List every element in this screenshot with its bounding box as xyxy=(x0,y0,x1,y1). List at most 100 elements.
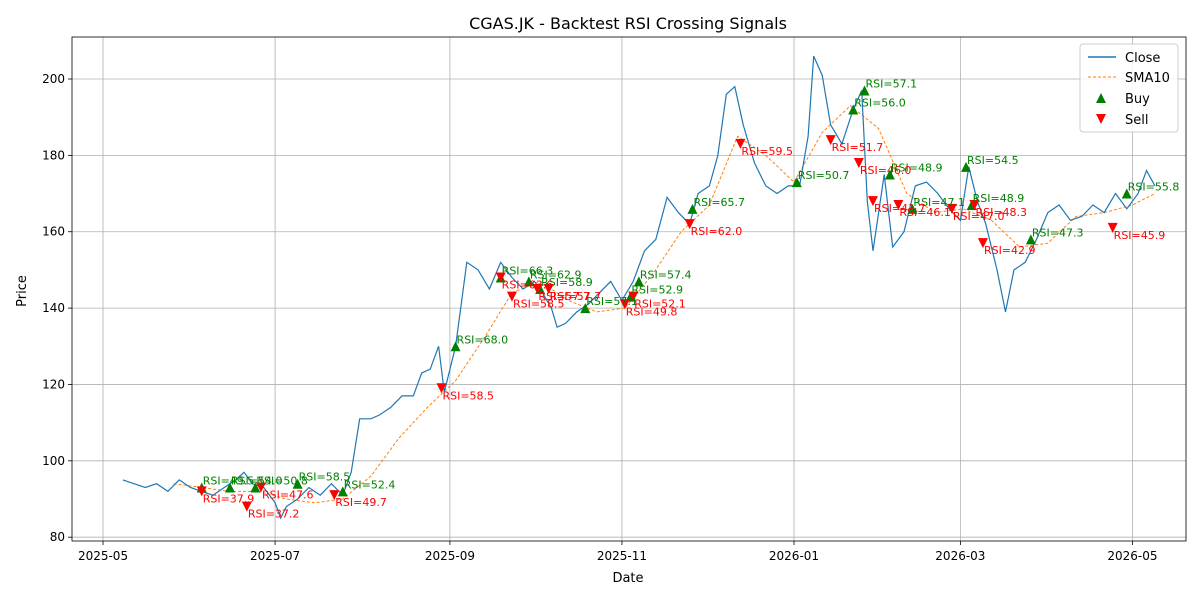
sell-marker xyxy=(506,291,517,302)
sell-signal-label: RSI=37.9 xyxy=(203,492,255,505)
legend-sell-marker xyxy=(1096,114,1106,124)
sma10-line xyxy=(173,105,1156,504)
buy-marker xyxy=(450,341,461,352)
grid-lines xyxy=(72,37,1186,541)
buy-signal-label: RSI=58.5 xyxy=(299,471,351,484)
buy-signal-label: RSI=50.7 xyxy=(798,169,850,182)
buy-marker xyxy=(791,177,802,188)
sell-marker xyxy=(241,501,252,512)
signal-markers xyxy=(196,85,1132,512)
y-tick-label: 80 xyxy=(50,530,65,544)
chart-title: CGAS.JK - Backtest RSI Crossing Signals xyxy=(469,14,787,33)
buy-marker xyxy=(580,303,591,314)
sell-signal-label: RSI=37.2 xyxy=(248,508,300,521)
sell-marker xyxy=(867,196,878,207)
x-tick-label: 2025-09 xyxy=(425,549,475,563)
sell-signal-label: RSI=59.5 xyxy=(741,145,793,158)
buy-marker xyxy=(523,276,534,287)
buy-marker xyxy=(250,482,261,493)
sell-marker xyxy=(436,383,447,394)
buy-marker xyxy=(292,478,303,489)
y-tick-label: 100 xyxy=(42,454,65,468)
sell-signal-label: RSI=57.7 xyxy=(538,290,590,303)
sell-marker xyxy=(255,482,266,493)
x-tick-label: 2025-07 xyxy=(250,549,300,563)
sell-marker xyxy=(619,299,630,310)
legend-sma-label: SMA10 xyxy=(1125,71,1170,86)
sell-signal-label: RSI=57.7 xyxy=(550,290,602,303)
sell-marker xyxy=(946,203,957,214)
buy-marker xyxy=(848,104,859,115)
sell-marker xyxy=(1107,222,1118,233)
buy-marker xyxy=(859,85,870,96)
buy-signal-label: RSI=55.8 xyxy=(1128,181,1180,194)
sell-marker xyxy=(853,158,864,168)
buy-signal-label: RSI=52.9 xyxy=(631,284,683,297)
buy-marker xyxy=(884,169,895,180)
x-tick-label: 2026-03 xyxy=(935,549,985,563)
buy-signal-label: RSI=47.3 xyxy=(1032,226,1084,239)
sell-signal-label: RSI=42.9 xyxy=(984,244,1036,257)
buy-signal-label: RSI=49.5 xyxy=(203,475,255,488)
sell-signal-label: RSI=41.7 xyxy=(874,202,926,215)
buy-marker xyxy=(224,482,235,493)
buy-signal-label: RSI=57.1 xyxy=(865,77,917,90)
buy-signal-label: RSI=65.7 xyxy=(693,196,745,209)
y-tick-label: 120 xyxy=(42,377,65,391)
buy-marker xyxy=(1025,234,1036,245)
x-tick-label: 2025-05 xyxy=(78,549,128,563)
plot-frame xyxy=(71,36,1187,542)
buy-signal-label: RSI=62.9 xyxy=(530,268,582,281)
sell-marker xyxy=(969,200,980,210)
x-tick-label: 2026-01 xyxy=(769,549,819,563)
sell-signal-label: RSI=49.8 xyxy=(626,305,678,318)
buy-signal-label: RSI=58.9 xyxy=(541,276,593,289)
buy-marker xyxy=(687,203,698,214)
legend-frame xyxy=(1079,43,1179,133)
sell-marker xyxy=(893,200,904,210)
buy-signal-label: RSI=47.1 xyxy=(913,196,965,209)
sell-signal-label: RSI=62.0 xyxy=(691,225,743,238)
sell-marker xyxy=(329,490,340,501)
buy-signal-label: RSI=56.0 xyxy=(854,97,906,110)
sell-signal-label: RSI=49.7 xyxy=(335,496,387,509)
sell-marker xyxy=(543,284,554,294)
legend-buy-marker xyxy=(1096,93,1106,103)
x-axis-label: Date xyxy=(612,571,643,586)
buy-signal-label: RSI=66.3 xyxy=(502,265,554,278)
buy-signal-label: RSI=68.0 xyxy=(457,333,509,346)
sma10-series xyxy=(173,105,1156,504)
buy-signal-label: RSI=48.9 xyxy=(973,192,1025,205)
sell-marker xyxy=(825,135,836,146)
legend-close-label: Close xyxy=(1125,51,1160,66)
buy-signal-label: RSI=57.1 xyxy=(586,295,638,308)
buy-signal-label: RSI=57.4 xyxy=(640,268,692,281)
sell-marker xyxy=(532,284,543,294)
signal-labels: RSI=49.5RSI=54.0RSI=50.8RSI=58.5RSI=52.4… xyxy=(203,77,1180,520)
y-tick-label: 160 xyxy=(42,225,65,239)
buy-signal-label: RSI=52.4 xyxy=(344,478,396,491)
sell-signal-label: RSI=48.3 xyxy=(975,206,1027,219)
sell-marker xyxy=(735,138,746,149)
sell-signal-label: RSI=47.0 xyxy=(953,210,1005,223)
sell-signal-label: RSI=45.9 xyxy=(1114,229,1166,242)
x-tick-label: 2026-05 xyxy=(1107,549,1157,563)
y-tick-label: 180 xyxy=(42,148,65,162)
sell-signal-label: RSI=63.6 xyxy=(502,279,554,292)
sell-signal-label: RSI=51.7 xyxy=(832,141,884,154)
buy-signal-label: RSI=54.0 xyxy=(231,475,283,488)
sell-marker xyxy=(684,219,695,230)
sell-signal-label: RSI=58.5 xyxy=(513,298,565,311)
sell-signal-label: RSI=47.6 xyxy=(262,489,314,502)
y-tick-label: 140 xyxy=(42,301,65,315)
buy-signal-label: RSI=50.8 xyxy=(256,475,308,488)
y-axis-label: Price xyxy=(15,275,30,307)
buy-signal-label: RSI=48.9 xyxy=(891,161,943,174)
sell-signal-label: RSI=46.0 xyxy=(860,164,912,177)
buy-marker xyxy=(907,203,918,214)
legend-buy-label: Buy xyxy=(1125,92,1150,107)
sell-marker xyxy=(977,238,988,249)
sell-marker xyxy=(495,272,506,283)
sell-marker xyxy=(628,291,639,302)
